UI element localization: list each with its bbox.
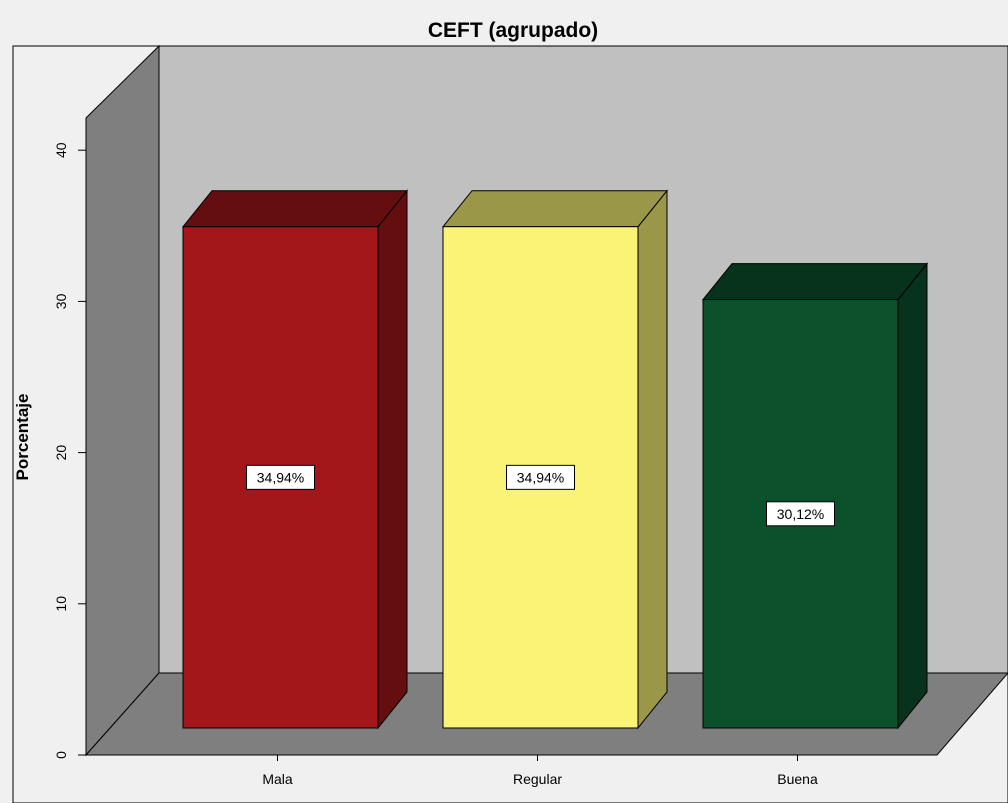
y-tick-label: 0 bbox=[53, 751, 69, 759]
y-tick-label: 40 bbox=[53, 142, 69, 158]
x-category-label: Regular bbox=[513, 771, 562, 787]
x-category-label: Mala bbox=[262, 771, 293, 787]
bar-side bbox=[377, 189, 408, 730]
x-axis-categories: Mala Regular Buena bbox=[262, 755, 818, 787]
bar-mala: 34,94% bbox=[181, 189, 409, 730]
bar-regular: 34,94% bbox=[441, 189, 669, 730]
bar-side bbox=[897, 262, 928, 730]
y-tick-label: 20 bbox=[53, 445, 69, 461]
data-label-box bbox=[246, 464, 315, 490]
bar-side bbox=[637, 189, 668, 730]
chart-title: CEFT (agrupado) bbox=[428, 19, 598, 42]
y-tick-label: 30 bbox=[53, 293, 69, 309]
data-label: 34,94% bbox=[257, 469, 304, 485]
side-wall bbox=[85, 44, 160, 757]
data-label-box bbox=[506, 464, 575, 490]
y-axis-ticks: 0 10 20 30 40 bbox=[53, 142, 86, 759]
bar-top bbox=[441, 190, 669, 228]
x-category-label: Buena bbox=[777, 771, 818, 787]
data-label-box bbox=[766, 501, 835, 527]
bar-buena: 30,12% bbox=[701, 262, 929, 730]
bar-top bbox=[701, 263, 929, 301]
data-label: 34,94% bbox=[517, 469, 564, 485]
bar-top bbox=[181, 190, 409, 228]
bar-series: 34,94% 34,94% 30,12% bbox=[181, 189, 929, 730]
y-axis-label: Porcentaje bbox=[13, 394, 32, 481]
data-label: 30,12% bbox=[777, 506, 824, 522]
y-tick-label: 10 bbox=[53, 596, 69, 612]
